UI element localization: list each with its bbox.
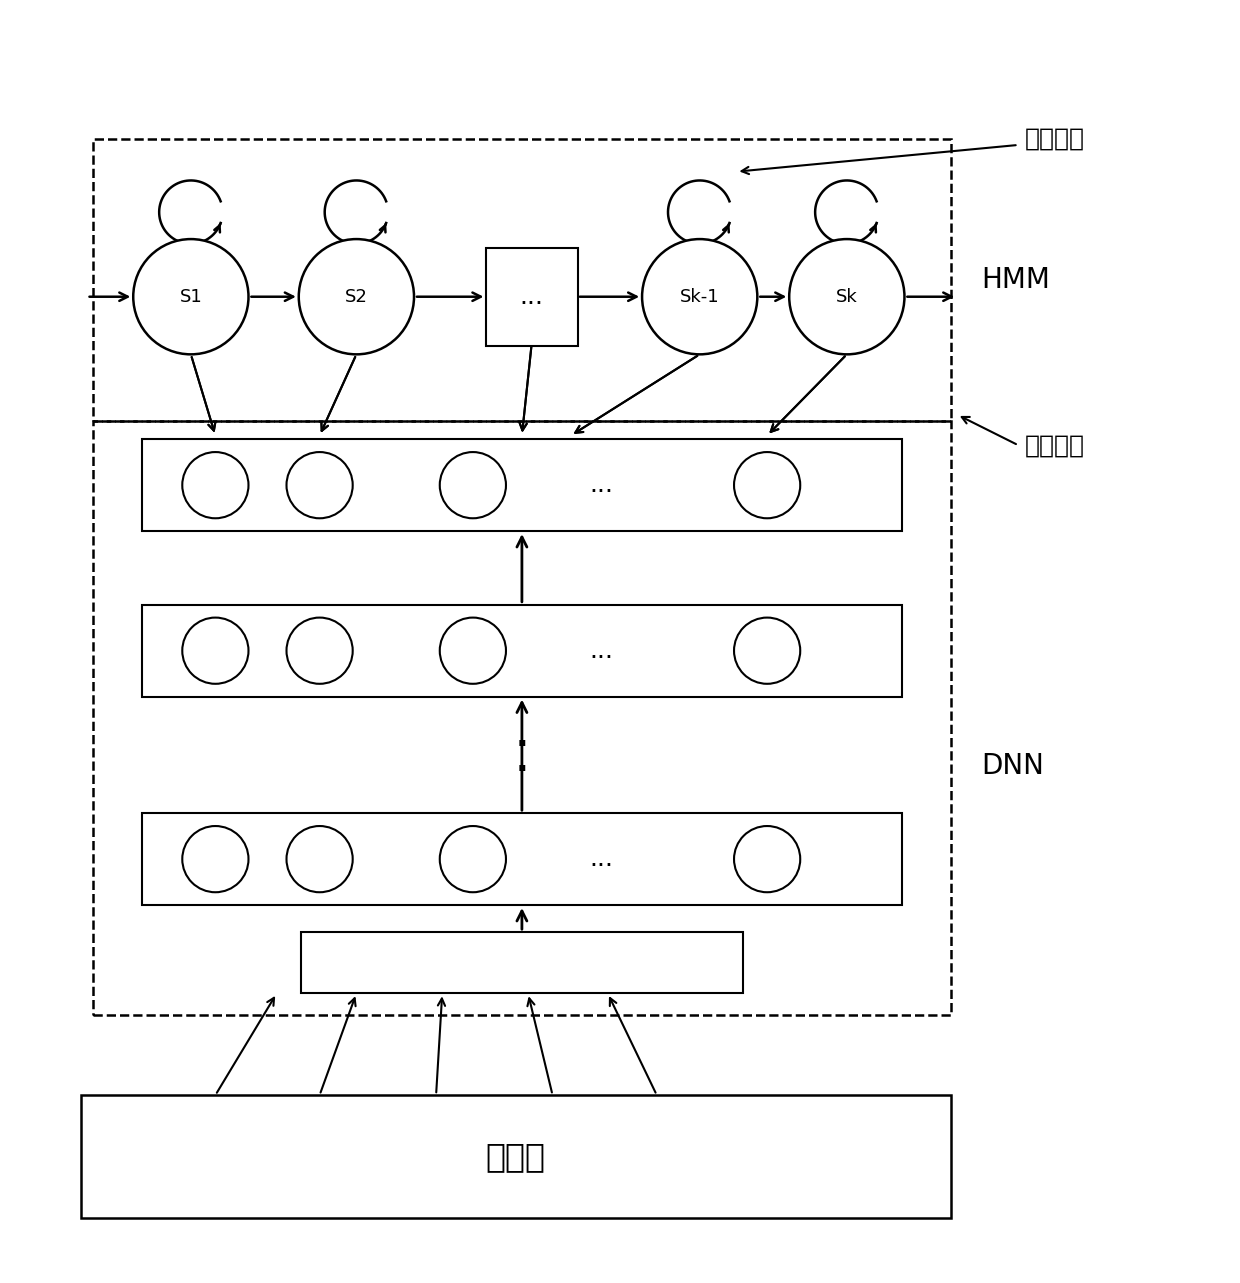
Text: Sk-1: Sk-1 (680, 287, 719, 305)
Circle shape (133, 239, 248, 354)
Text: ...: ... (589, 847, 614, 871)
Circle shape (642, 239, 758, 354)
Text: S2: S2 (345, 287, 368, 305)
Text: Sk: Sk (836, 287, 858, 305)
Text: 观测値: 观测値 (486, 1141, 546, 1173)
Bar (93, 421, 951, 1015)
Text: HMM: HMM (982, 266, 1050, 294)
Circle shape (182, 826, 248, 892)
Bar (141, 813, 901, 905)
Circle shape (734, 452, 800, 518)
Circle shape (286, 617, 352, 684)
Circle shape (286, 826, 352, 892)
Bar (81, 1096, 951, 1218)
Circle shape (734, 617, 800, 684)
Circle shape (182, 452, 248, 518)
Circle shape (440, 617, 506, 684)
Bar (486, 248, 578, 345)
Circle shape (440, 826, 506, 892)
Text: S1: S1 (180, 287, 202, 305)
Text: DNN: DNN (982, 752, 1044, 780)
Text: ...: ... (520, 285, 543, 309)
Bar (141, 439, 901, 531)
Bar (301, 931, 743, 993)
Bar (141, 604, 901, 697)
Text: .: . (516, 744, 528, 777)
Circle shape (734, 826, 800, 892)
Text: 观测概率: 观测概率 (1024, 434, 1085, 457)
Circle shape (182, 617, 248, 684)
Text: 转移概率: 转移概率 (1024, 127, 1085, 151)
Circle shape (440, 452, 506, 518)
Text: ...: ... (589, 639, 614, 663)
Bar (93, 139, 951, 421)
Circle shape (299, 239, 414, 354)
Text: ...: ... (589, 473, 614, 498)
Circle shape (789, 239, 904, 354)
Text: .: . (516, 720, 528, 753)
Circle shape (286, 452, 352, 518)
